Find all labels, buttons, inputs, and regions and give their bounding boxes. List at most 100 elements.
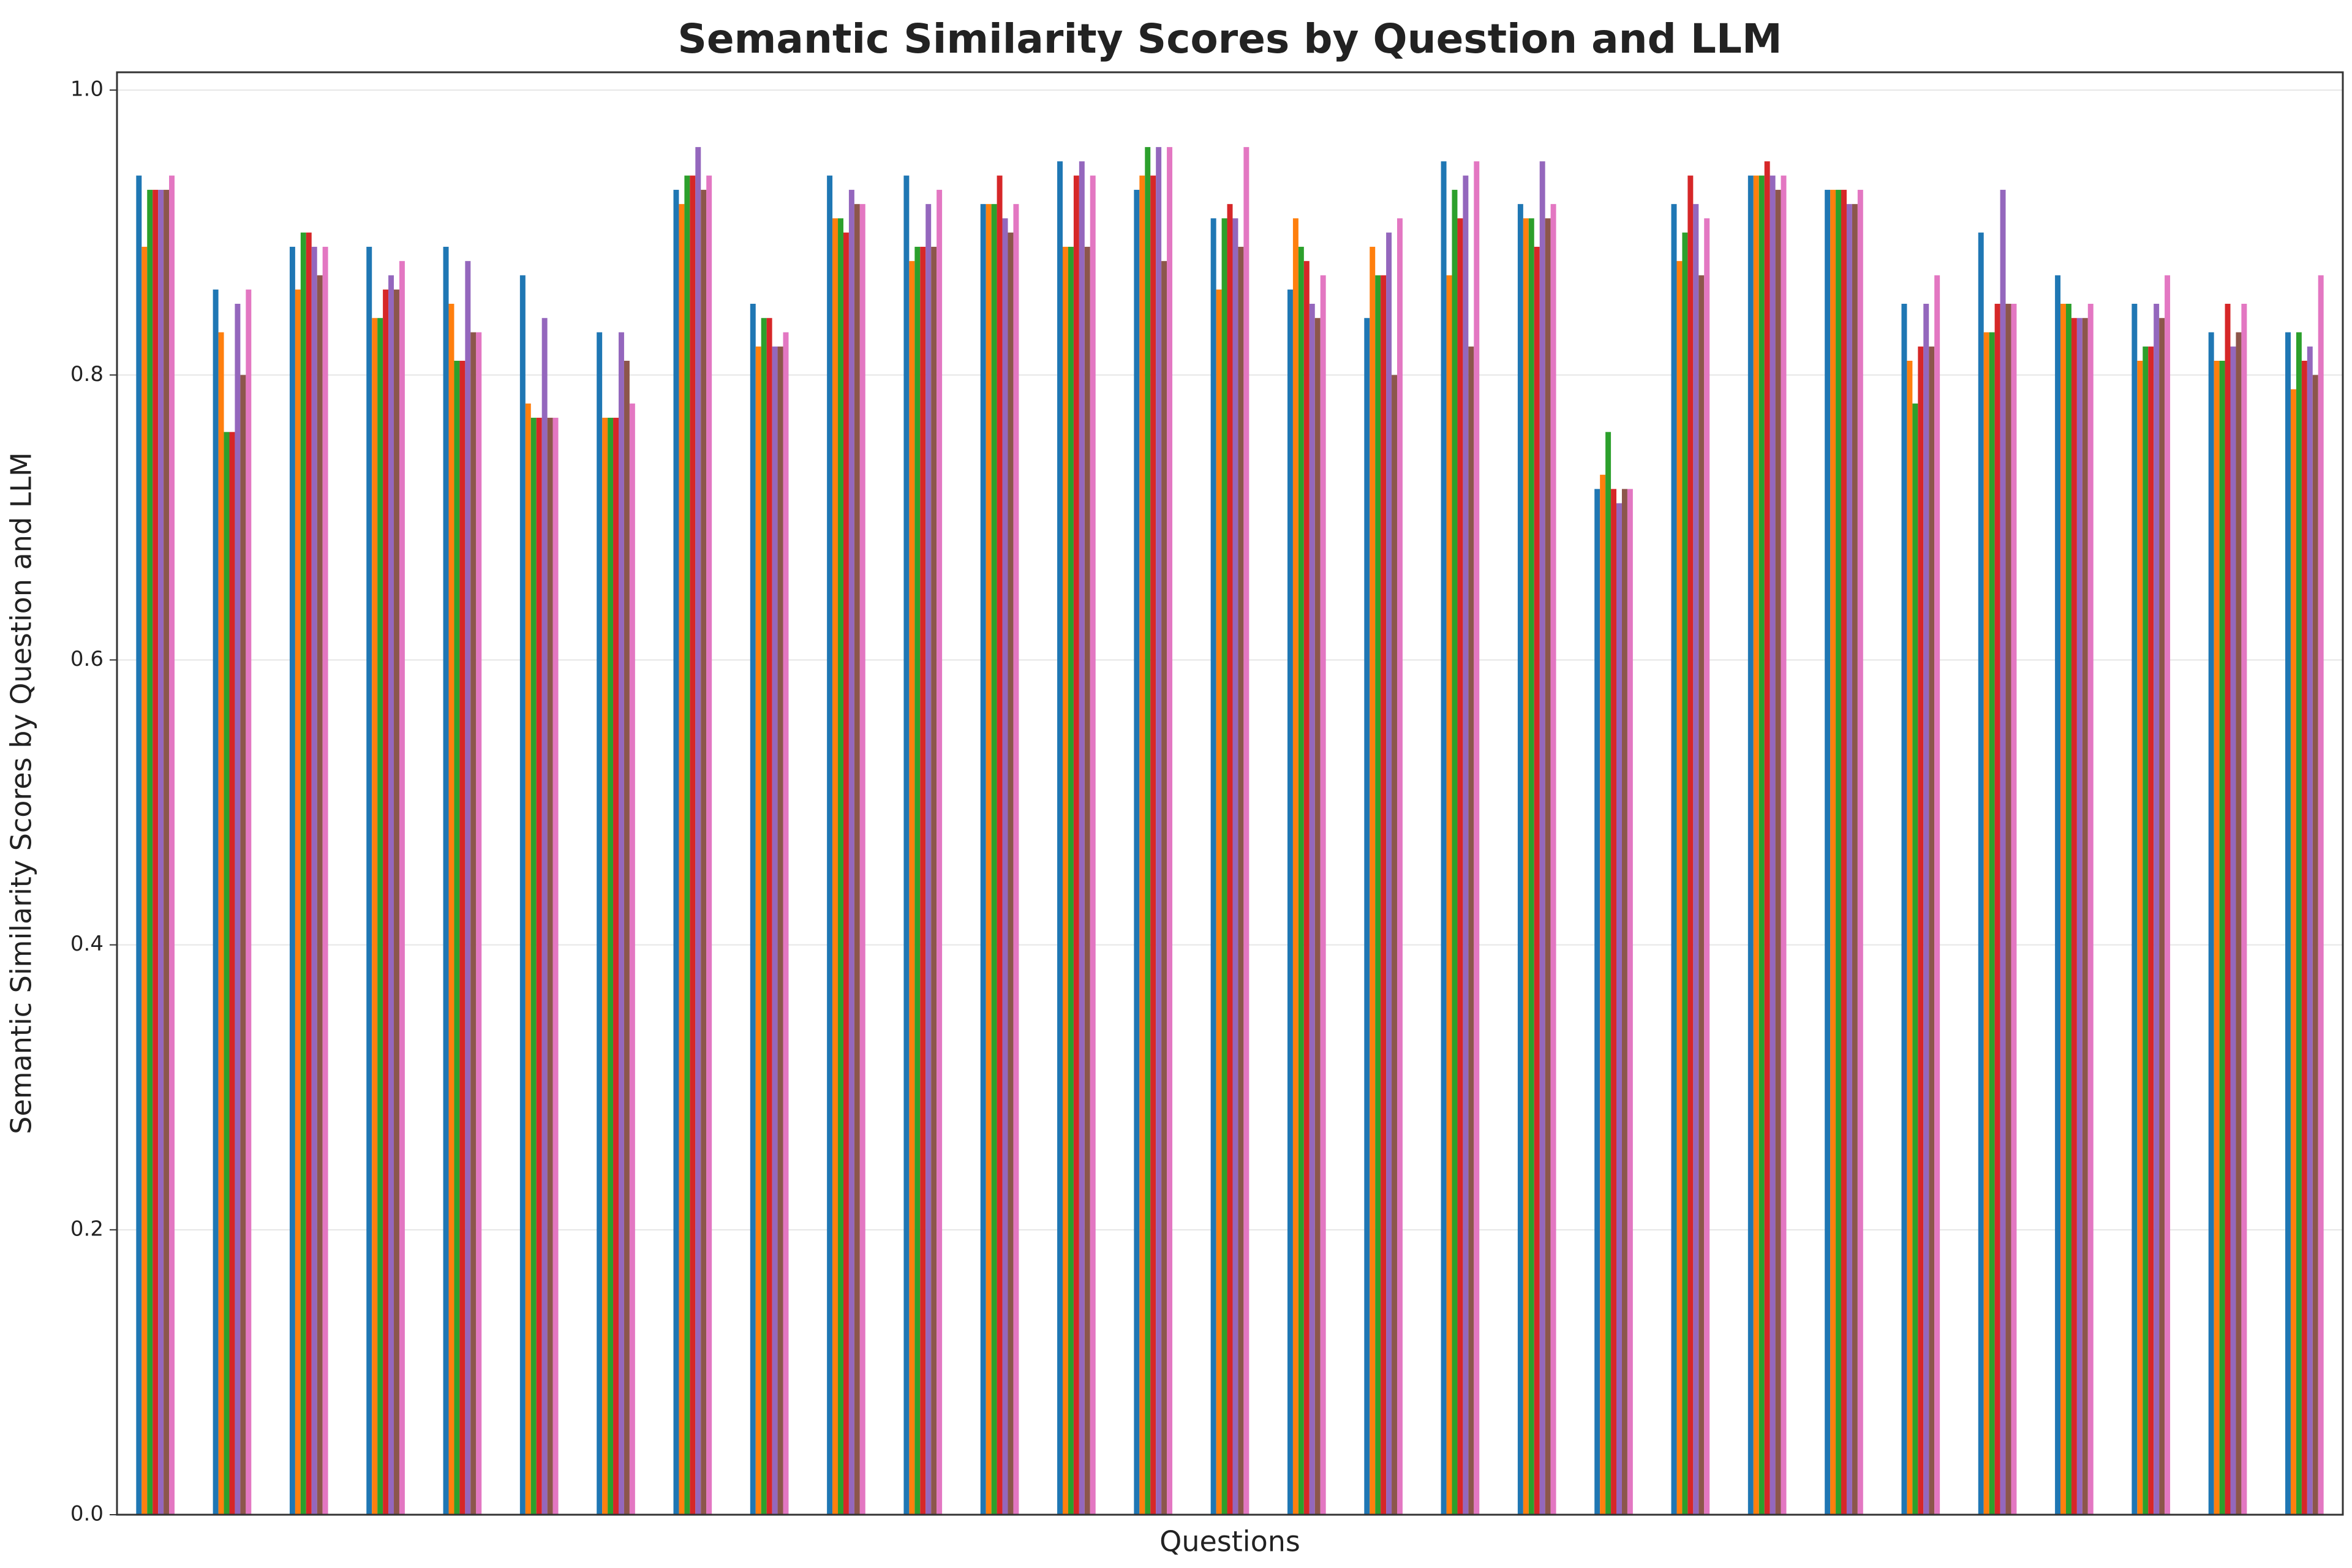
bar [629,403,635,1515]
bar [991,204,997,1515]
bar [772,346,778,1515]
bar [1303,261,1310,1515]
bar [224,432,230,1515]
bar [158,189,164,1515]
bar [372,318,378,1515]
y-tick-label: 0.0 [70,1502,104,1526]
bar [2076,318,2082,1515]
bar [1528,218,1534,1515]
bar [1550,204,1556,1515]
bar [1753,175,1759,1515]
bar [695,147,701,1515]
bar [843,232,849,1515]
bar [931,246,937,1515]
bar [536,418,542,1515]
y-tick-label: 1.0 [70,77,104,102]
bar [322,246,328,1515]
bar [2301,361,2307,1515]
bar [920,246,926,1515]
bar [1167,147,1173,1515]
bar [1989,332,1995,1515]
bar [317,275,323,1515]
bar [1309,303,1315,1515]
y-tick-label: 0.4 [70,932,104,956]
bar [608,418,614,1515]
bar [2065,303,2071,1515]
bar [1463,175,1469,1515]
bar [1616,503,1622,1515]
bar [783,332,789,1515]
bar [1139,175,1145,1515]
bar [1386,232,1392,1515]
bar [465,261,471,1515]
bar [1008,232,1014,1515]
bar [141,246,148,1515]
bar [1314,318,1321,1515]
bar [1216,289,1222,1515]
bar [1605,432,1611,1515]
bar [755,346,761,1515]
bar [859,204,865,1515]
bar [2005,303,2011,1515]
bar [2011,303,2017,1515]
bar [1396,218,1403,1515]
bar [1452,189,1458,1515]
bar [459,361,466,1515]
bar [597,332,603,1515]
bar [377,318,383,1515]
bar [1704,218,1710,1515]
bar [1978,232,1984,1515]
bar [1145,147,1151,1515]
bar [2071,318,2077,1515]
bar [1611,489,1617,1515]
bar [1073,175,1079,1515]
bar [1375,275,1381,1515]
bar [613,418,619,1515]
bar [311,246,317,1515]
bar [909,261,915,1515]
bar [1758,175,1765,1515]
bar [937,189,943,1515]
bar [306,232,312,1515]
bar [777,346,783,1515]
bar [399,261,405,1515]
bar [213,289,219,1515]
bar [1298,246,1304,1515]
bar [1090,175,1096,1515]
bar [1227,204,1233,1515]
bar [454,361,460,1515]
y-tick-label: 0.2 [70,1216,104,1241]
bar [2285,332,2291,1515]
bar [1907,361,1913,1515]
bar [2318,275,2324,1515]
bar [1671,204,1677,1515]
bar [2296,332,2302,1515]
bar [1150,175,1156,1515]
bar [1830,189,1836,1515]
bar [2307,346,2313,1515]
bar [706,175,712,1515]
bar [838,218,843,1515]
bar [2148,346,2154,1515]
bar [1923,303,1929,1515]
bar [1210,218,1216,1515]
bar [1474,161,1480,1515]
bar [1983,332,1989,1515]
bar [1918,346,1924,1515]
bar [1364,318,1370,1515]
bar [986,204,992,1515]
bar [2137,361,2143,1515]
bar [1825,189,1831,1515]
bar [1693,204,1699,1515]
bar [2055,275,2061,1515]
bar [147,189,153,1515]
bar [1764,161,1770,1515]
bar [903,175,910,1515]
bar [1627,489,1633,1515]
bar [1013,204,1019,1515]
bar [470,332,477,1515]
bar [136,175,142,1515]
bar [169,175,175,1515]
bar [1846,204,1852,1515]
bar [1747,175,1754,1515]
